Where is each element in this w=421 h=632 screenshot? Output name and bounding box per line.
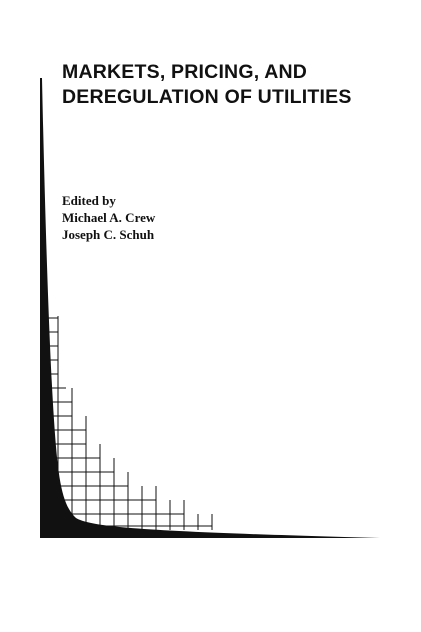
title-line-2: DEREGULATION OF UTILITIES (62, 86, 352, 108)
staircase-grid (44, 316, 213, 530)
book-title: MARKETS, PRICING, AND DEREGULATION OF UT… (62, 60, 402, 110)
editors-block: Edited by Michael A. Crew Joseph C. Schu… (62, 192, 362, 243)
title-line-1: MARKETS, PRICING, AND (62, 61, 308, 83)
editor-name-2: Joseph C. Schuh (62, 227, 155, 242)
editor-name-1: Michael A. Crew (62, 210, 156, 225)
curve-wedge-shape (40, 78, 380, 538)
edited-by-label: Edited by (62, 193, 116, 208)
